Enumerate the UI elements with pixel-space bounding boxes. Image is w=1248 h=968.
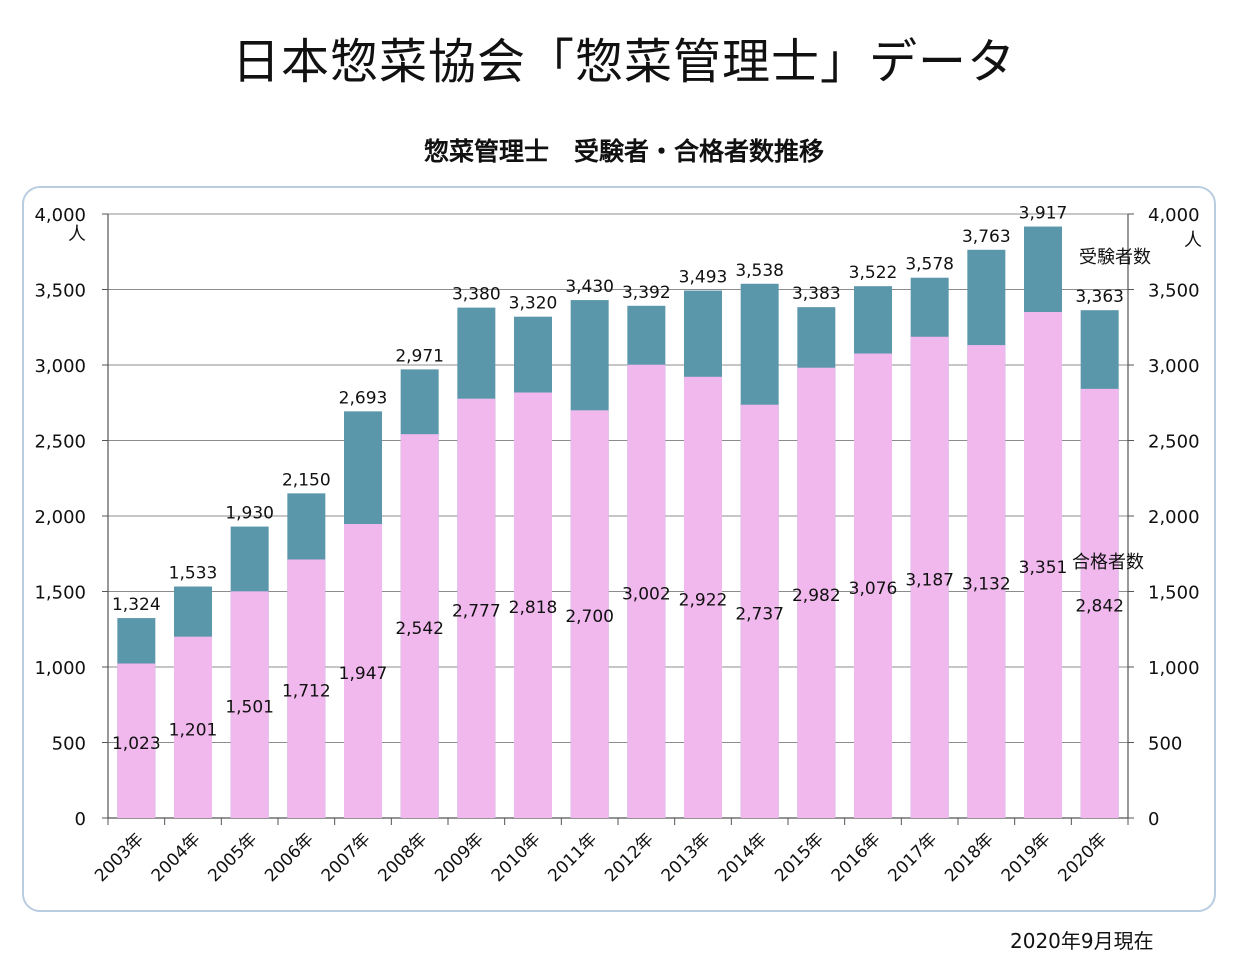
x-tick-label: 2008年 bbox=[374, 829, 431, 886]
bar-passers bbox=[174, 636, 212, 818]
examinee-value-label: 1,324 bbox=[112, 595, 161, 615]
x-tick-label: 2019年 bbox=[998, 829, 1055, 886]
x-tick-label: 2010年 bbox=[488, 829, 545, 886]
y-tick-label-right: 3,500 bbox=[1148, 281, 1200, 302]
x-tick-label: 2007年 bbox=[318, 829, 375, 886]
bar-passers bbox=[287, 559, 326, 818]
x-tick-label: 2016年 bbox=[828, 829, 885, 886]
examinee-value-label: 3,522 bbox=[849, 263, 898, 283]
examinee-value-label: 1,930 bbox=[225, 504, 274, 524]
y-tick-label-left: 2,000 bbox=[34, 507, 86, 528]
y-tick-label-right: 2,000 bbox=[1148, 507, 1200, 528]
examinee-value-label: 2,971 bbox=[395, 346, 444, 366]
y-tick-label-left: 1,500 bbox=[34, 583, 86, 604]
passer-value-label: 3,351 bbox=[1019, 558, 1068, 578]
bar-passers bbox=[570, 410, 609, 818]
passer-value-label: 2,542 bbox=[395, 619, 444, 639]
legend-passers: 合格者数 bbox=[1072, 552, 1144, 573]
bar-passers bbox=[967, 345, 1006, 818]
y-tick-label-left: 3,500 bbox=[34, 281, 86, 302]
y-tick-label-right: 3,000 bbox=[1148, 356, 1200, 377]
bar-passers bbox=[740, 404, 779, 818]
bar-passers bbox=[400, 434, 439, 818]
legend-examinees: 受験者数 bbox=[1079, 247, 1151, 268]
examinee-value-label: 3,493 bbox=[679, 268, 728, 288]
y-tick-label-left: 3,000 bbox=[34, 356, 86, 377]
x-tick-label: 2013年 bbox=[658, 829, 715, 886]
examinee-value-label: 3,320 bbox=[509, 294, 558, 314]
examinee-value-label: 3,430 bbox=[565, 277, 614, 297]
x-tick-label: 2012年 bbox=[601, 829, 658, 886]
x-tick-label: 2017年 bbox=[884, 829, 941, 886]
bar-passers bbox=[514, 392, 552, 818]
y-tick-label-right: 500 bbox=[1148, 734, 1182, 755]
bar-passers bbox=[457, 398, 496, 818]
bar-passers bbox=[117, 663, 156, 818]
examinee-value-label: 3,538 bbox=[735, 261, 784, 281]
passer-value-label: 2,777 bbox=[452, 601, 501, 621]
passer-value-label: 2,737 bbox=[735, 604, 784, 624]
passer-value-label: 3,187 bbox=[905, 570, 954, 590]
y-tick-label-right: 1,500 bbox=[1148, 583, 1200, 604]
passer-value-label: 1,712 bbox=[282, 682, 331, 702]
y-tick-label-right: 2,500 bbox=[1148, 432, 1200, 453]
examinee-value-label: 3,763 bbox=[962, 227, 1011, 247]
y-tick-label-right: 0 bbox=[1148, 809, 1159, 830]
passer-value-label: 3,132 bbox=[962, 575, 1011, 595]
passer-value-label: 2,842 bbox=[1075, 596, 1124, 616]
bar-passers bbox=[627, 364, 666, 818]
passer-value-label: 1,501 bbox=[225, 698, 274, 718]
y-unit-left: 人 bbox=[68, 224, 86, 245]
y-tick-label-left: 4,000 bbox=[34, 205, 86, 226]
y-tick-label-left: 2,500 bbox=[34, 432, 86, 453]
bar-passers bbox=[230, 591, 269, 818]
passer-value-label: 3,076 bbox=[849, 579, 898, 599]
x-tick-label: 2006年 bbox=[261, 829, 318, 886]
examinee-value-label: 2,693 bbox=[339, 388, 388, 408]
y-tick-label-left: 1,000 bbox=[34, 658, 86, 679]
y-tick-label-left: 500 bbox=[52, 734, 86, 755]
examinee-value-label: 3,363 bbox=[1075, 287, 1124, 307]
examinee-value-label: 3,392 bbox=[622, 283, 671, 303]
x-tick-label: 2015年 bbox=[771, 829, 828, 886]
x-tick-label: 2014年 bbox=[714, 829, 771, 886]
bar-passers bbox=[797, 367, 836, 818]
x-tick-label: 2011年 bbox=[544, 829, 601, 886]
examinee-value-label: 3,383 bbox=[792, 284, 841, 304]
x-tick-label: 2004年 bbox=[148, 829, 205, 886]
examinee-value-label: 3,578 bbox=[905, 255, 954, 275]
passer-value-label: 1,947 bbox=[339, 664, 388, 684]
page-title: 日本惣菜協会「惣菜管理士」データ bbox=[231, 34, 1016, 90]
passer-value-label: 2,922 bbox=[679, 590, 728, 610]
bar-passers bbox=[910, 336, 949, 818]
examinee-value-label: 3,380 bbox=[452, 285, 501, 305]
bar-passers bbox=[684, 376, 722, 818]
x-tick-label: 2020年 bbox=[1054, 829, 1111, 886]
as-of-date: 2020年9月現在 bbox=[1010, 929, 1154, 953]
examinee-value-label: 3,917 bbox=[1019, 204, 1068, 224]
passer-value-label: 1,201 bbox=[169, 720, 218, 740]
x-tick-label: 2003年 bbox=[91, 829, 148, 886]
passer-value-label: 2,982 bbox=[792, 586, 841, 606]
y-unit-right: 人 bbox=[1184, 230, 1202, 251]
passer-value-label: 2,700 bbox=[565, 607, 614, 627]
chart-frame bbox=[22, 186, 1216, 912]
examinee-value-label: 1,533 bbox=[169, 564, 218, 584]
bar-passers bbox=[344, 524, 382, 818]
examinee-value-label: 2,150 bbox=[282, 470, 331, 490]
passer-value-label: 1,023 bbox=[112, 734, 161, 754]
x-tick-label: 2005年 bbox=[204, 829, 261, 886]
x-tick-label: 2018年 bbox=[941, 829, 998, 886]
y-tick-label-right: 1,000 bbox=[1148, 658, 1200, 679]
bar-passers bbox=[1024, 311, 1062, 818]
passer-value-label: 2,818 bbox=[509, 598, 558, 618]
bar-passers bbox=[1080, 388, 1119, 818]
y-tick-label-left: 0 bbox=[75, 809, 86, 830]
x-tick-label: 2009年 bbox=[431, 829, 488, 886]
y-tick-label-right: 4,000 bbox=[1148, 205, 1200, 226]
bar-passers bbox=[854, 353, 892, 818]
passer-value-label: 3,002 bbox=[622, 584, 671, 604]
chart-title: 惣菜管理士 受験者・合格者数推移 bbox=[423, 137, 824, 166]
